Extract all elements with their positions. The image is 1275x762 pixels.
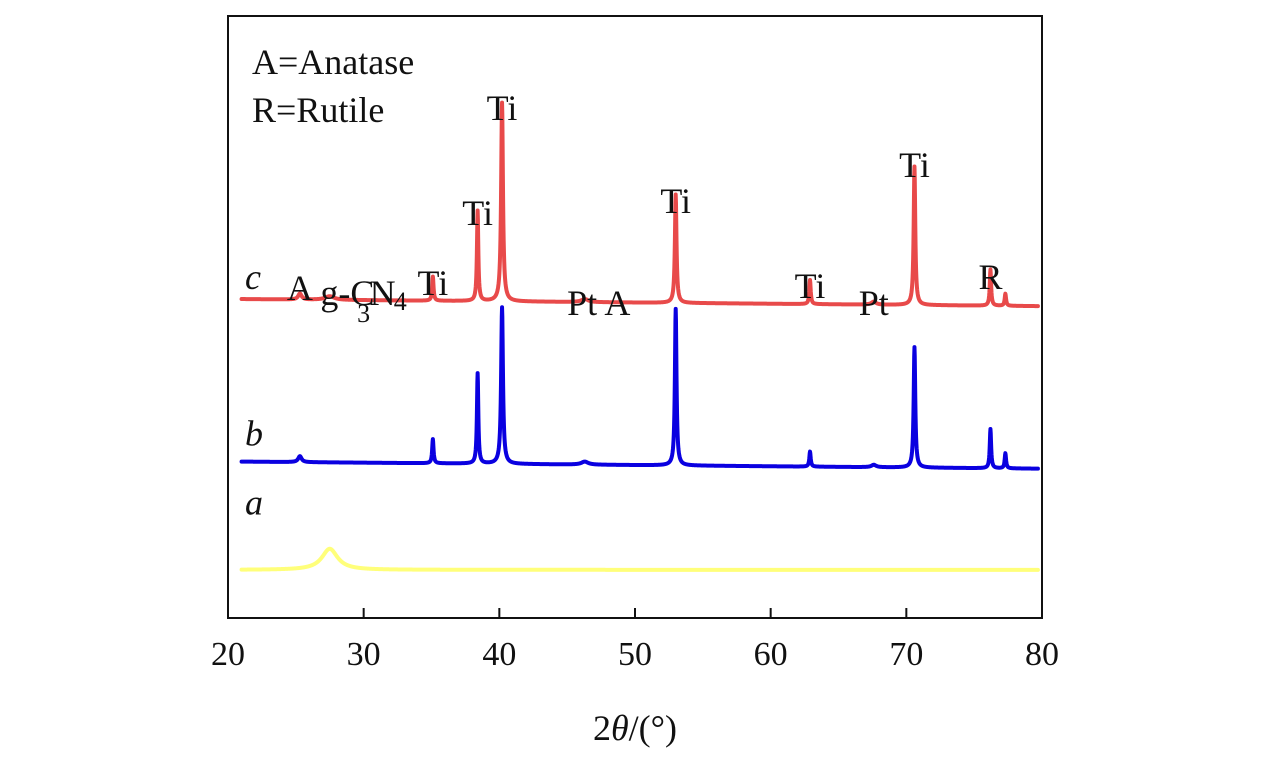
peak-annotation: A: [604, 283, 630, 323]
peak-annotation: Ti: [462, 193, 493, 233]
series-label-a: a: [245, 483, 263, 523]
x-tick-label: 60: [754, 636, 788, 673]
x-tick-label: 40: [482, 636, 516, 673]
x-axis-label: 2θ/(°): [593, 708, 677, 748]
peak-annotation: Ti: [417, 263, 448, 303]
peak-annotation: 3: [357, 299, 370, 328]
x-tick-label: 20: [211, 636, 245, 673]
series-label-c: c: [245, 257, 261, 297]
peak-annotation: Pt: [567, 283, 597, 323]
x-axis-label-prefix: 2: [593, 708, 611, 748]
peak-annotation: Ti: [487, 88, 518, 128]
x-axis-label-theta: θ: [611, 708, 629, 748]
legend-note: A=Anatase: [252, 42, 414, 82]
peak-annotation: 4: [394, 287, 407, 316]
peak-annotation: N: [370, 273, 396, 313]
peak-annotation: g-C: [320, 273, 374, 313]
peak-annotation: R: [978, 257, 1002, 297]
peak-annotation: Ti: [795, 266, 826, 306]
peak-annotation: A: [287, 268, 313, 308]
x-tick-label: 30: [347, 636, 381, 673]
peak-annotation: Pt: [859, 283, 889, 323]
series-label-b: b: [245, 413, 263, 453]
peak-annotation: Ti: [899, 145, 930, 185]
series-line-a: [239, 546, 1040, 572]
series-line-c: [239, 100, 1040, 309]
series-line-b: [239, 305, 1040, 471]
x-tick-label: 50: [618, 636, 652, 673]
x-axis-label-suffix: /(°): [629, 708, 677, 748]
x-tick-label: 70: [889, 636, 923, 673]
peak-annotation: Ti: [660, 181, 691, 221]
legend-note: R=Rutile: [252, 90, 384, 130]
x-tick-label: 80: [1025, 636, 1059, 673]
